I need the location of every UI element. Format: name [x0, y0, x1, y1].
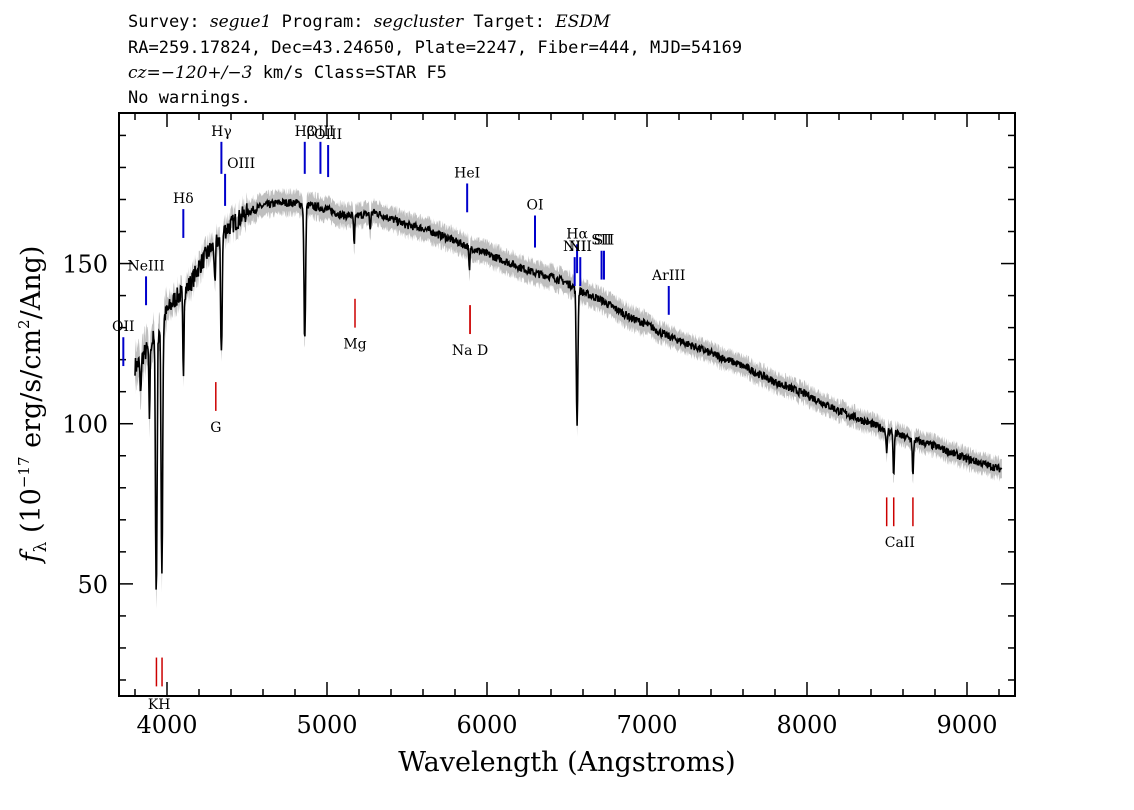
x-tick-label: 4000 [136, 711, 197, 739]
absorption-label: Na D [452, 343, 488, 359]
spectrum-layer [134, 197, 1003, 590]
emission-label: ArIII [651, 268, 685, 284]
y-tick-labels: 50 100 150 [62, 251, 108, 599]
emission-label: SII [594, 233, 615, 249]
target-value: ESDM [555, 12, 611, 32]
y-label-main: (10 [16, 488, 47, 541]
emission-label: Hγ [211, 124, 232, 140]
header-line-3: cz=−120+/−3 km/s Class=STAR F5 [128, 63, 447, 83]
y-label-end: /Ang) [16, 246, 47, 320]
emission-label: SII [591, 233, 612, 249]
x-tick-label: 6000 [456, 711, 517, 739]
emission-label: OIII [227, 156, 255, 172]
x-tick-label: 8000 [776, 711, 837, 739]
survey-value: segue1 [209, 12, 272, 32]
axis-ticks [119, 113, 1015, 696]
emission-label: Hβ [295, 124, 315, 140]
survey-label: Survey: [128, 12, 210, 32]
y-label-exp: −17 [15, 456, 33, 488]
class-text: km/s Class=STAR F5 [252, 63, 447, 83]
header-line-1: Survey: segue1 Program: segcluster Targe… [128, 12, 610, 32]
y-tick-label: 100 [62, 411, 108, 439]
error-band [135, 187, 1002, 609]
emission-label: Hδ [173, 191, 194, 207]
header-line-2: RA=259.17824, Dec=43.24650, Plate=2247, … [128, 38, 743, 58]
emission-label: OIII [306, 124, 334, 140]
program-label: Program: [271, 12, 374, 32]
y-tick-label: 150 [62, 251, 108, 279]
redshift-value: cz=−120+/−3 [128, 63, 253, 83]
y-label-mid: erg/s/cm [16, 329, 47, 457]
y-label-exp2: 2 [15, 319, 33, 329]
y-label-sub: λ [31, 541, 51, 552]
x-axis-label: Wavelength (Angstroms) [398, 747, 735, 778]
emission-label: Hα [566, 226, 588, 242]
emission-label: NeIII [127, 258, 164, 274]
x-tick-labels: 4000 5000 6000 7000 8000 9000 [136, 711, 997, 739]
line-markers [122, 141, 914, 687]
x-tick-label: 5000 [296, 711, 357, 739]
x-tick-label: 9000 [936, 711, 997, 739]
emission-label: HeI [454, 165, 480, 181]
header-line-4: No warnings. [128, 88, 251, 108]
y-tick-label: 50 [77, 571, 108, 599]
program-value: segcluster [373, 12, 464, 32]
plot-frame [118, 112, 1016, 697]
target-label: Target: [463, 12, 556, 32]
emission-label: NII [569, 239, 592, 255]
y-axis-label: fλ (10−17 erg/s/cm2/Ang) [15, 246, 51, 565]
absorption-label: KH [148, 697, 171, 713]
emission-label: OIII [314, 127, 342, 143]
emission-label: OI [526, 198, 543, 214]
absorption-label: G [210, 420, 221, 436]
emission-label: OII [112, 319, 135, 335]
error-band-layer [135, 187, 1002, 609]
absorption-label: CaII [885, 535, 915, 551]
emission-label: NII [563, 239, 586, 255]
x-tick-label: 7000 [616, 711, 677, 739]
spectrum-line [134, 197, 1003, 590]
absorption-label: Mg [343, 337, 366, 353]
